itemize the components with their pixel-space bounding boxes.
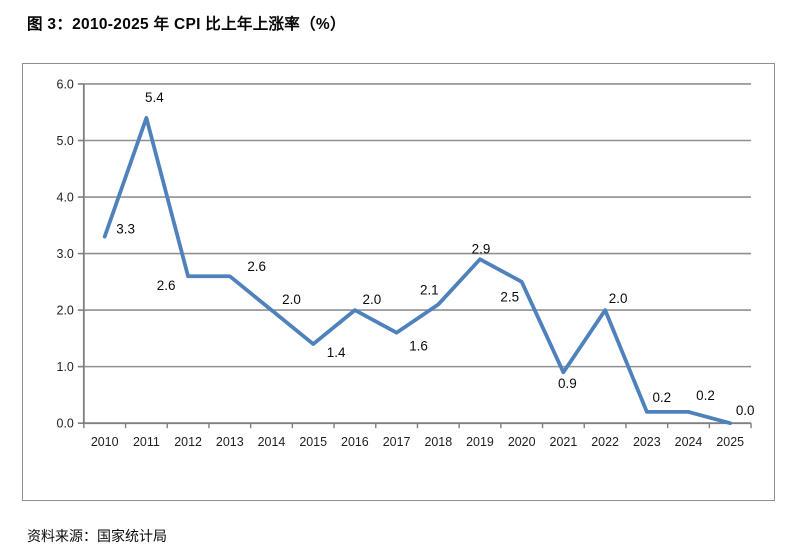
data-label: 2.6 [247, 259, 266, 274]
y-tick-label: 1.0 [57, 360, 74, 374]
figure-title: 图 3：2010-2025 年 CPI 比上年上涨率（%） [27, 16, 346, 33]
x-tick-label: 2013 [216, 435, 244, 449]
x-tick-label: 2019 [466, 435, 494, 449]
x-tick-label: 2011 [133, 435, 160, 449]
y-axis-labels: 0.0 1.0 2.0 3.0 4.0 5.0 6.0 [57, 77, 74, 430]
x-tick-label: 2023 [633, 435, 661, 449]
x-tick-label: 2014 [258, 435, 286, 449]
data-label: 2.0 [363, 292, 382, 307]
source-note: 资料来源：国家统计局 [27, 528, 167, 544]
data-label: 5.4 [145, 90, 164, 105]
data-label: 2.5 [500, 290, 519, 305]
data-label: 1.6 [409, 339, 428, 354]
y-tick-label: 4.0 [57, 191, 74, 205]
x-tick-label: 2016 [341, 435, 369, 449]
data-label: 3.3 [116, 222, 135, 237]
x-tick-label: 2012 [174, 435, 202, 449]
x-tick-label: 2025 [716, 435, 744, 449]
data-label: 2.0 [282, 292, 301, 307]
data-label: 2.9 [472, 241, 491, 256]
x-tick-label: 2010 [91, 435, 119, 449]
axis-ticks [77, 83, 752, 429]
x-tick-label: 2022 [591, 435, 619, 449]
y-tick-label: 6.0 [57, 77, 74, 91]
data-label: 2.0 [609, 291, 628, 306]
x-axis-labels: 2010 2011 2012 2013 2014 2015 2016 2017 2018 2019… [91, 435, 744, 449]
y-tick-label: 2.0 [57, 304, 74, 318]
data-label: 0.2 [652, 390, 671, 405]
x-tick-label: 2024 [675, 435, 703, 449]
data-label: 0.0 [736, 403, 755, 418]
chart-container: 0.0 1.0 2.0 3.0 4.0 5.0 6.0 2010 2011 2012 2013 201… [22, 63, 775, 501]
cpi-series-line [102, 115, 733, 426]
data-label: 2.1 [420, 282, 439, 297]
data-label: 1.4 [327, 345, 346, 360]
y-tick-label: 5.0 [57, 134, 74, 148]
x-tick-label: 2021 [550, 435, 578, 449]
data-label: 0.2 [696, 388, 715, 403]
y-tick-label: 3.0 [57, 247, 74, 261]
line-series [102, 115, 733, 426]
data-label: 2.6 [157, 278, 176, 293]
gridlines [83, 83, 752, 368]
data-label: 0.9 [558, 376, 577, 391]
x-tick-label: 2017 [383, 435, 411, 449]
x-tick-label: 2020 [508, 435, 536, 449]
x-tick-label: 2015 [299, 435, 327, 449]
y-tick-label: 0.0 [57, 417, 74, 431]
data-labels: 3.3 5.4 2.6 2.6 2.0 1.4 2.0 1.6 2.1 2.9 2.5 0.9 2.0 0… [116, 90, 754, 418]
x-tick-label: 2018 [424, 435, 452, 449]
